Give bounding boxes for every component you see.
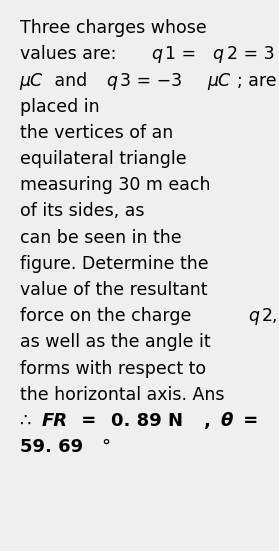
Text: can be seen in the: can be seen in the [20, 229, 181, 247]
Text: equilateral triangle: equilateral triangle [20, 150, 186, 168]
Text: ,: , [204, 412, 217, 430]
Text: °: ° [101, 438, 110, 456]
Text: and: and [49, 72, 93, 90]
Text: values are:: values are: [20, 46, 121, 63]
Text: 3 = −3: 3 = −3 [120, 72, 188, 90]
Text: 0. 89 N: 0. 89 N [111, 412, 183, 430]
Text: forms with respect to: forms with respect to [20, 359, 206, 377]
Text: q: q [151, 46, 162, 63]
Text: θ: θ [221, 412, 233, 430]
Text: μC: μC [20, 72, 43, 90]
Text: 59. 69: 59. 69 [20, 438, 83, 456]
Text: placed in: placed in [20, 98, 99, 116]
Text: of its sides, as: of its sides, as [20, 202, 144, 220]
Text: μC: μC [207, 72, 230, 90]
Text: 2 = 3: 2 = 3 [227, 46, 274, 63]
Text: FR: FR [42, 412, 68, 430]
Text: force on the charge: force on the charge [20, 307, 196, 325]
Text: the horizontal axis. Ans: the horizontal axis. Ans [20, 386, 224, 404]
Text: =: = [237, 412, 258, 430]
Text: ∴: ∴ [20, 412, 37, 430]
Text: Three charges whose: Three charges whose [20, 19, 206, 37]
Text: q: q [248, 307, 259, 325]
Text: as well as the angle it: as well as the angle it [20, 333, 210, 352]
Text: figure. Determine the: figure. Determine the [20, 255, 208, 273]
Text: measuring 30 m each: measuring 30 m each [20, 176, 210, 195]
Text: q: q [106, 72, 117, 90]
Text: =: = [76, 412, 103, 430]
Text: the vertices of an: the vertices of an [20, 124, 173, 142]
Text: ; are: ; are [237, 72, 277, 90]
Text: 1 =: 1 = [165, 46, 202, 63]
Text: q: q [212, 46, 223, 63]
Text: value of the resultant: value of the resultant [20, 281, 207, 299]
Text: 2,: 2, [262, 307, 278, 325]
